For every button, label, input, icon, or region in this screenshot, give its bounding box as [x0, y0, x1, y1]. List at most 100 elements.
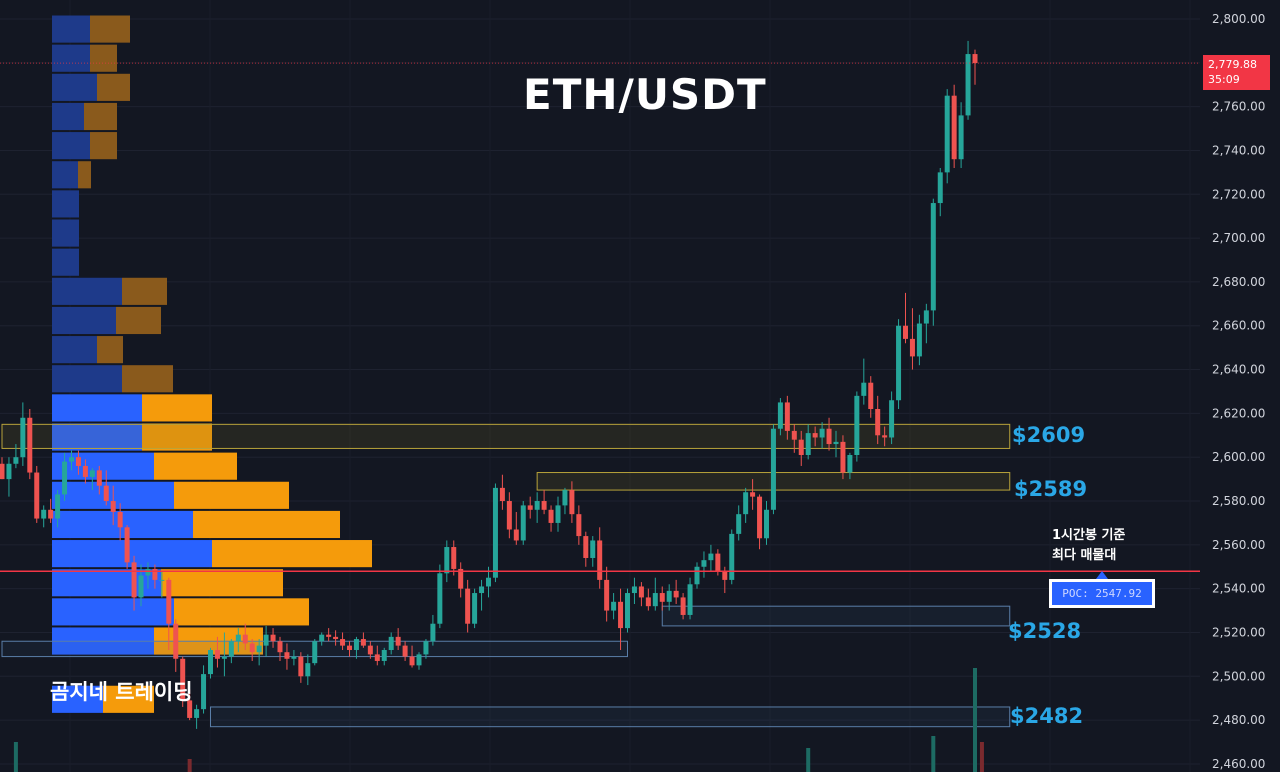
profile-bar-up	[52, 306, 116, 335]
y-tick-label: 2,740.00	[1212, 143, 1265, 157]
candle-body	[138, 575, 144, 598]
profile-bar-up	[52, 15, 90, 43]
candle-body	[889, 400, 895, 438]
chart-title: ETH/USDT	[523, 70, 767, 119]
candle-body	[395, 636, 401, 646]
candle-body	[659, 593, 665, 602]
poc-box[interactable]: POC: 2547.92	[1049, 579, 1155, 608]
candle-body	[89, 470, 95, 477]
profile-bar-up	[52, 73, 97, 101]
candles[interactable]	[0, 40, 978, 729]
volume-bar	[187, 759, 192, 772]
volume-bars	[13, 668, 984, 772]
candle-body	[903, 325, 908, 339]
volume-bar	[13, 742, 18, 772]
candle-body	[701, 560, 707, 567]
candle-body	[305, 663, 311, 677]
candle-body	[82, 465, 88, 477]
candle-body	[388, 636, 394, 651]
candle-body	[409, 656, 415, 666]
candle-body	[242, 634, 248, 644]
candle-body	[41, 509, 47, 519]
profile-bar-down	[97, 73, 130, 101]
candle-body	[0, 463, 5, 480]
candle-body	[513, 529, 519, 541]
zone-box	[210, 706, 1011, 728]
candle-body	[235, 634, 241, 642]
candle-body	[944, 95, 950, 173]
candle-body	[694, 566, 700, 585]
candle-body	[298, 656, 304, 677]
candle-body	[652, 593, 658, 607]
candle-body	[958, 115, 964, 160]
candle-body	[291, 656, 297, 659]
profile-bar-down	[174, 481, 289, 509]
candle-body	[923, 310, 929, 324]
profile-bar-down	[97, 336, 123, 364]
candle-body	[750, 492, 756, 497]
candle-body	[34, 472, 40, 519]
candle-body	[256, 645, 262, 653]
candle-body	[124, 527, 130, 563]
candle-body	[583, 536, 589, 558]
y-tick-label: 2,660.00	[1212, 319, 1265, 333]
candle-body	[611, 601, 617, 611]
y-tick-label: 2,480.00	[1212, 713, 1265, 727]
candle-body	[159, 579, 165, 581]
candle-body	[340, 639, 346, 646]
candle-body	[360, 639, 366, 646]
volume-bar	[931, 736, 936, 772]
candle-body	[972, 54, 978, 64]
candle-body	[764, 509, 769, 539]
last-price-value: 2,779.88	[1208, 58, 1257, 71]
candle-body	[430, 623, 436, 642]
profile-bar-up	[52, 423, 142, 451]
candle-body	[367, 645, 373, 655]
candle-body	[812, 433, 818, 438]
last-price-tag[interactable]: 2,779.88 35:09	[1203, 55, 1270, 90]
candle-body	[96, 470, 102, 486]
y-tick-label: 2,700.00	[1212, 231, 1265, 245]
candle-body	[618, 601, 624, 629]
candle-body	[868, 382, 874, 409]
profile-bar-up	[52, 44, 90, 72]
candle-body	[527, 505, 533, 510]
candle-body	[736, 514, 742, 534]
candle-body	[117, 511, 123, 528]
candle-body	[131, 562, 137, 598]
candle-body	[534, 501, 540, 510]
brand-watermark: 곰지네 트레이딩	[50, 680, 193, 704]
candle-body	[854, 395, 860, 456]
candle-body	[882, 435, 888, 438]
profile-bar-down	[212, 540, 372, 568]
candle-body	[805, 433, 811, 456]
price-lines	[0, 62, 1200, 573]
profile-bar-down	[90, 15, 130, 43]
level-label-2482: $2482	[1010, 704, 1084, 728]
candle-body	[451, 547, 457, 569]
candle-body	[666, 590, 672, 602]
candle-body	[673, 590, 679, 598]
candle-body	[506, 501, 512, 530]
candle-body	[228, 641, 234, 657]
candle-body	[847, 455, 853, 473]
candle-body	[576, 514, 582, 537]
candle-body	[625, 593, 630, 629]
profile-bar-up	[52, 569, 161, 597]
candle-body	[784, 402, 790, 431]
profile-bar-up	[52, 394, 142, 422]
candle-body	[20, 417, 26, 458]
poc-note-line2: 최다 매물대	[1052, 548, 1117, 563]
profile-bar-up	[52, 336, 97, 364]
level-label-2589: $2589	[1014, 477, 1088, 501]
candle-body	[458, 568, 464, 589]
profile-bar-up	[52, 452, 154, 480]
candle-body	[819, 428, 825, 438]
y-tick-label: 2,800.00	[1212, 12, 1265, 26]
candle-body	[548, 509, 554, 523]
profile-bar-down	[122, 277, 167, 305]
candle-body	[249, 643, 255, 653]
profile-bar-up	[52, 161, 78, 189]
candle-body	[479, 586, 485, 594]
